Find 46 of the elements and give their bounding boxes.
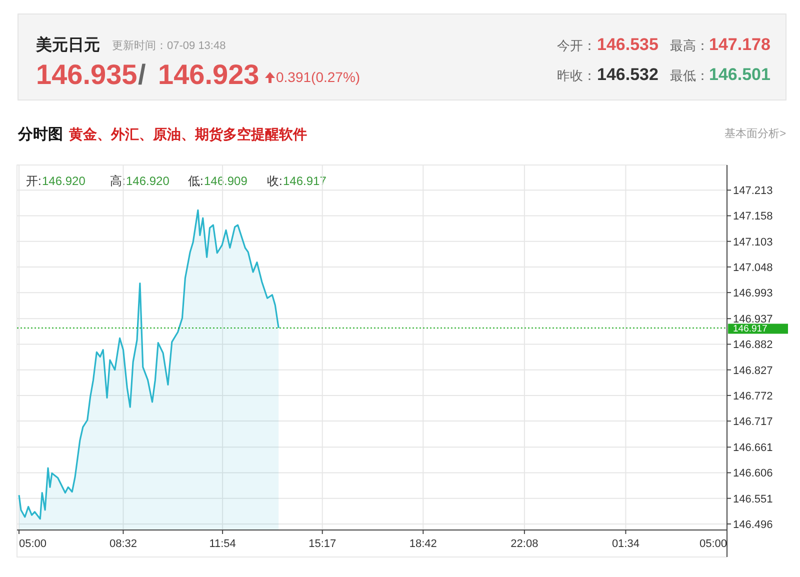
- ytick: 147.158: [733, 210, 773, 223]
- annotation: 黄金、外汇、原油、期货多空提醒软件: [69, 126, 307, 142]
- annotation: 146.935: [36, 59, 138, 90]
- ytick: 146.717: [733, 416, 773, 428]
- annotation: 收:: [267, 174, 282, 188]
- xtick: 15:17: [308, 538, 336, 550]
- annotation: 昨收：: [557, 68, 596, 83]
- annotation: /: [138, 59, 146, 90]
- xtick: 05:00: [19, 538, 47, 550]
- ytick: 146.496: [733, 518, 773, 531]
- ytick: 146.551: [733, 493, 773, 506]
- xtick: 08:32: [109, 538, 137, 550]
- annotation: 今开：: [557, 38, 596, 53]
- annotation: 146.501: [709, 65, 770, 84]
- xtick: 01:34: [612, 538, 640, 550]
- ytick: 146.772: [733, 390, 773, 402]
- annotation: 146.535: [597, 35, 658, 54]
- annotation: 146.923: [158, 59, 260, 90]
- xtick: 18:42: [409, 538, 437, 550]
- annotation: 146.920: [126, 174, 170, 188]
- annotation: 最低：: [670, 68, 709, 83]
- ytick: 146.661: [733, 442, 773, 454]
- ytick: 147.213: [733, 185, 773, 198]
- ytick: 146.882: [733, 339, 773, 352]
- annotation: 146.532: [597, 65, 658, 84]
- annotation: 分时图: [18, 126, 63, 143]
- annotation: 0.391(0.27%): [276, 69, 360, 85]
- ytick: 146.993: [733, 288, 773, 300]
- annotation: 146.917: [283, 174, 326, 188]
- annotation: 开:: [26, 174, 42, 188]
- annotation: 低:: [188, 174, 204, 188]
- annotation: 基本面分析>: [724, 128, 786, 140]
- xtick: 11:54: [209, 538, 236, 550]
- annotation: 146.920: [42, 174, 86, 188]
- xtick: 22:08: [510, 538, 538, 550]
- annotation: 146.909: [204, 174, 248, 188]
- subtitle: 更新时间：07-09 13:48: [112, 40, 226, 52]
- annotation: 147.178: [709, 35, 770, 54]
- ytick: 147.048: [733, 262, 773, 274]
- ytick: 147.103: [733, 236, 773, 248]
- title: 美元日元: [36, 37, 100, 54]
- xtick: 05:00: [699, 538, 727, 550]
- annotation: 最高：: [670, 38, 709, 53]
- ytick: 146.827: [733, 364, 773, 377]
- ytick: 146.606: [733, 468, 773, 480]
- ytick: 146.937: [733, 314, 773, 326]
